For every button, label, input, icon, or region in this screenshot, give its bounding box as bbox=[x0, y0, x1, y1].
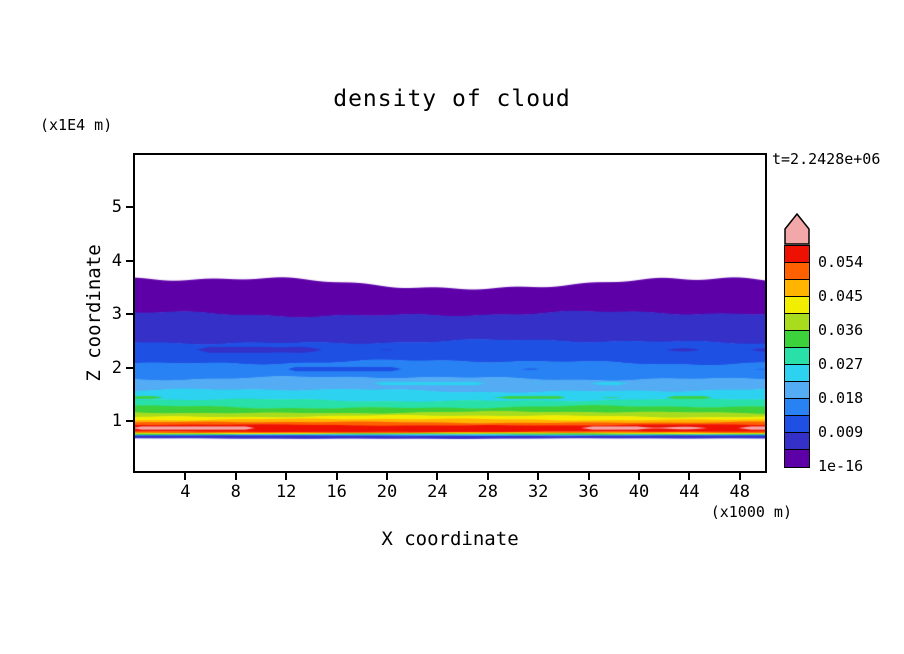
y-tick bbox=[126, 313, 133, 315]
colorbar-label: 0.036 bbox=[818, 321, 864, 339]
x-tick-label: 8 bbox=[230, 482, 241, 502]
chart-title: density of cloud bbox=[333, 86, 571, 112]
colorbar-label: 0.009 bbox=[818, 423, 864, 441]
x-tick bbox=[537, 473, 540, 480]
colorbar bbox=[784, 245, 810, 468]
colorbar-segment bbox=[785, 246, 809, 263]
y-tick-label: 3 bbox=[111, 304, 122, 324]
colorbar-label: 1e-16 bbox=[818, 457, 864, 475]
y-axis-unit-label: (x1E4 m) bbox=[40, 116, 113, 134]
colorbar-segment bbox=[785, 331, 809, 348]
x-tick-label: 48 bbox=[729, 482, 751, 502]
colorbar-segment bbox=[785, 416, 809, 433]
x-tick-label: 44 bbox=[679, 482, 700, 502]
x-tick-label: 36 bbox=[578, 482, 599, 502]
y-tick bbox=[126, 259, 133, 262]
y-tick bbox=[126, 366, 133, 369]
x-tick bbox=[386, 473, 388, 480]
colorbar-segment bbox=[785, 348, 809, 365]
x-tick-label: 28 bbox=[477, 482, 499, 502]
x-tick bbox=[486, 473, 489, 480]
x-axis-unit-label: (x1000 m) bbox=[710, 503, 792, 521]
x-tick bbox=[638, 473, 640, 480]
colorbar-segment bbox=[785, 450, 809, 467]
colorbar-segment bbox=[785, 314, 809, 331]
x-tick-label: 24 bbox=[427, 482, 448, 502]
x-tick bbox=[436, 473, 439, 480]
x-axis-title: X coordinate bbox=[381, 528, 519, 550]
colorbar-label: 0.027 bbox=[818, 355, 864, 373]
x-tick bbox=[285, 473, 288, 480]
y-tick-label: 1 bbox=[111, 411, 122, 431]
y-tick bbox=[126, 206, 133, 208]
y-tick bbox=[126, 420, 133, 422]
x-tick bbox=[234, 473, 237, 480]
plot-area bbox=[133, 153, 767, 473]
colorbar-label: 0.045 bbox=[818, 287, 864, 305]
x-tick-label: 16 bbox=[326, 482, 347, 502]
x-tick-label: 32 bbox=[527, 482, 549, 502]
colorbar-label: 0.054 bbox=[818, 253, 864, 271]
x-tick-label: 12 bbox=[275, 482, 297, 502]
colorbar-segment bbox=[785, 365, 809, 382]
colorbar-overflow-arrow bbox=[784, 213, 810, 245]
y-tick-label: 5 bbox=[111, 197, 122, 217]
colorbar-segment bbox=[785, 399, 809, 416]
x-tick bbox=[587, 473, 590, 480]
x-tick bbox=[688, 473, 691, 480]
y-tick-label: 2 bbox=[111, 357, 122, 378]
x-tick bbox=[335, 473, 338, 480]
colorbar-segment bbox=[785, 382, 809, 399]
x-tick bbox=[184, 473, 187, 480]
x-tick-label: 40 bbox=[628, 482, 650, 502]
y-tick-label: 4 bbox=[111, 250, 122, 271]
x-tick-label: 20 bbox=[376, 482, 398, 502]
colorbar-segment bbox=[785, 263, 809, 280]
timestamp-label: t=2.2428e+06 bbox=[772, 150, 881, 168]
x-tick-label: 4 bbox=[180, 482, 191, 502]
contour-canvas bbox=[135, 155, 765, 471]
colorbar-segment bbox=[785, 433, 809, 450]
colorbar-segment bbox=[785, 297, 809, 314]
x-tick bbox=[738, 473, 741, 480]
colorbar-label: 0.018 bbox=[818, 389, 864, 407]
colorbar-segment bbox=[785, 280, 809, 297]
